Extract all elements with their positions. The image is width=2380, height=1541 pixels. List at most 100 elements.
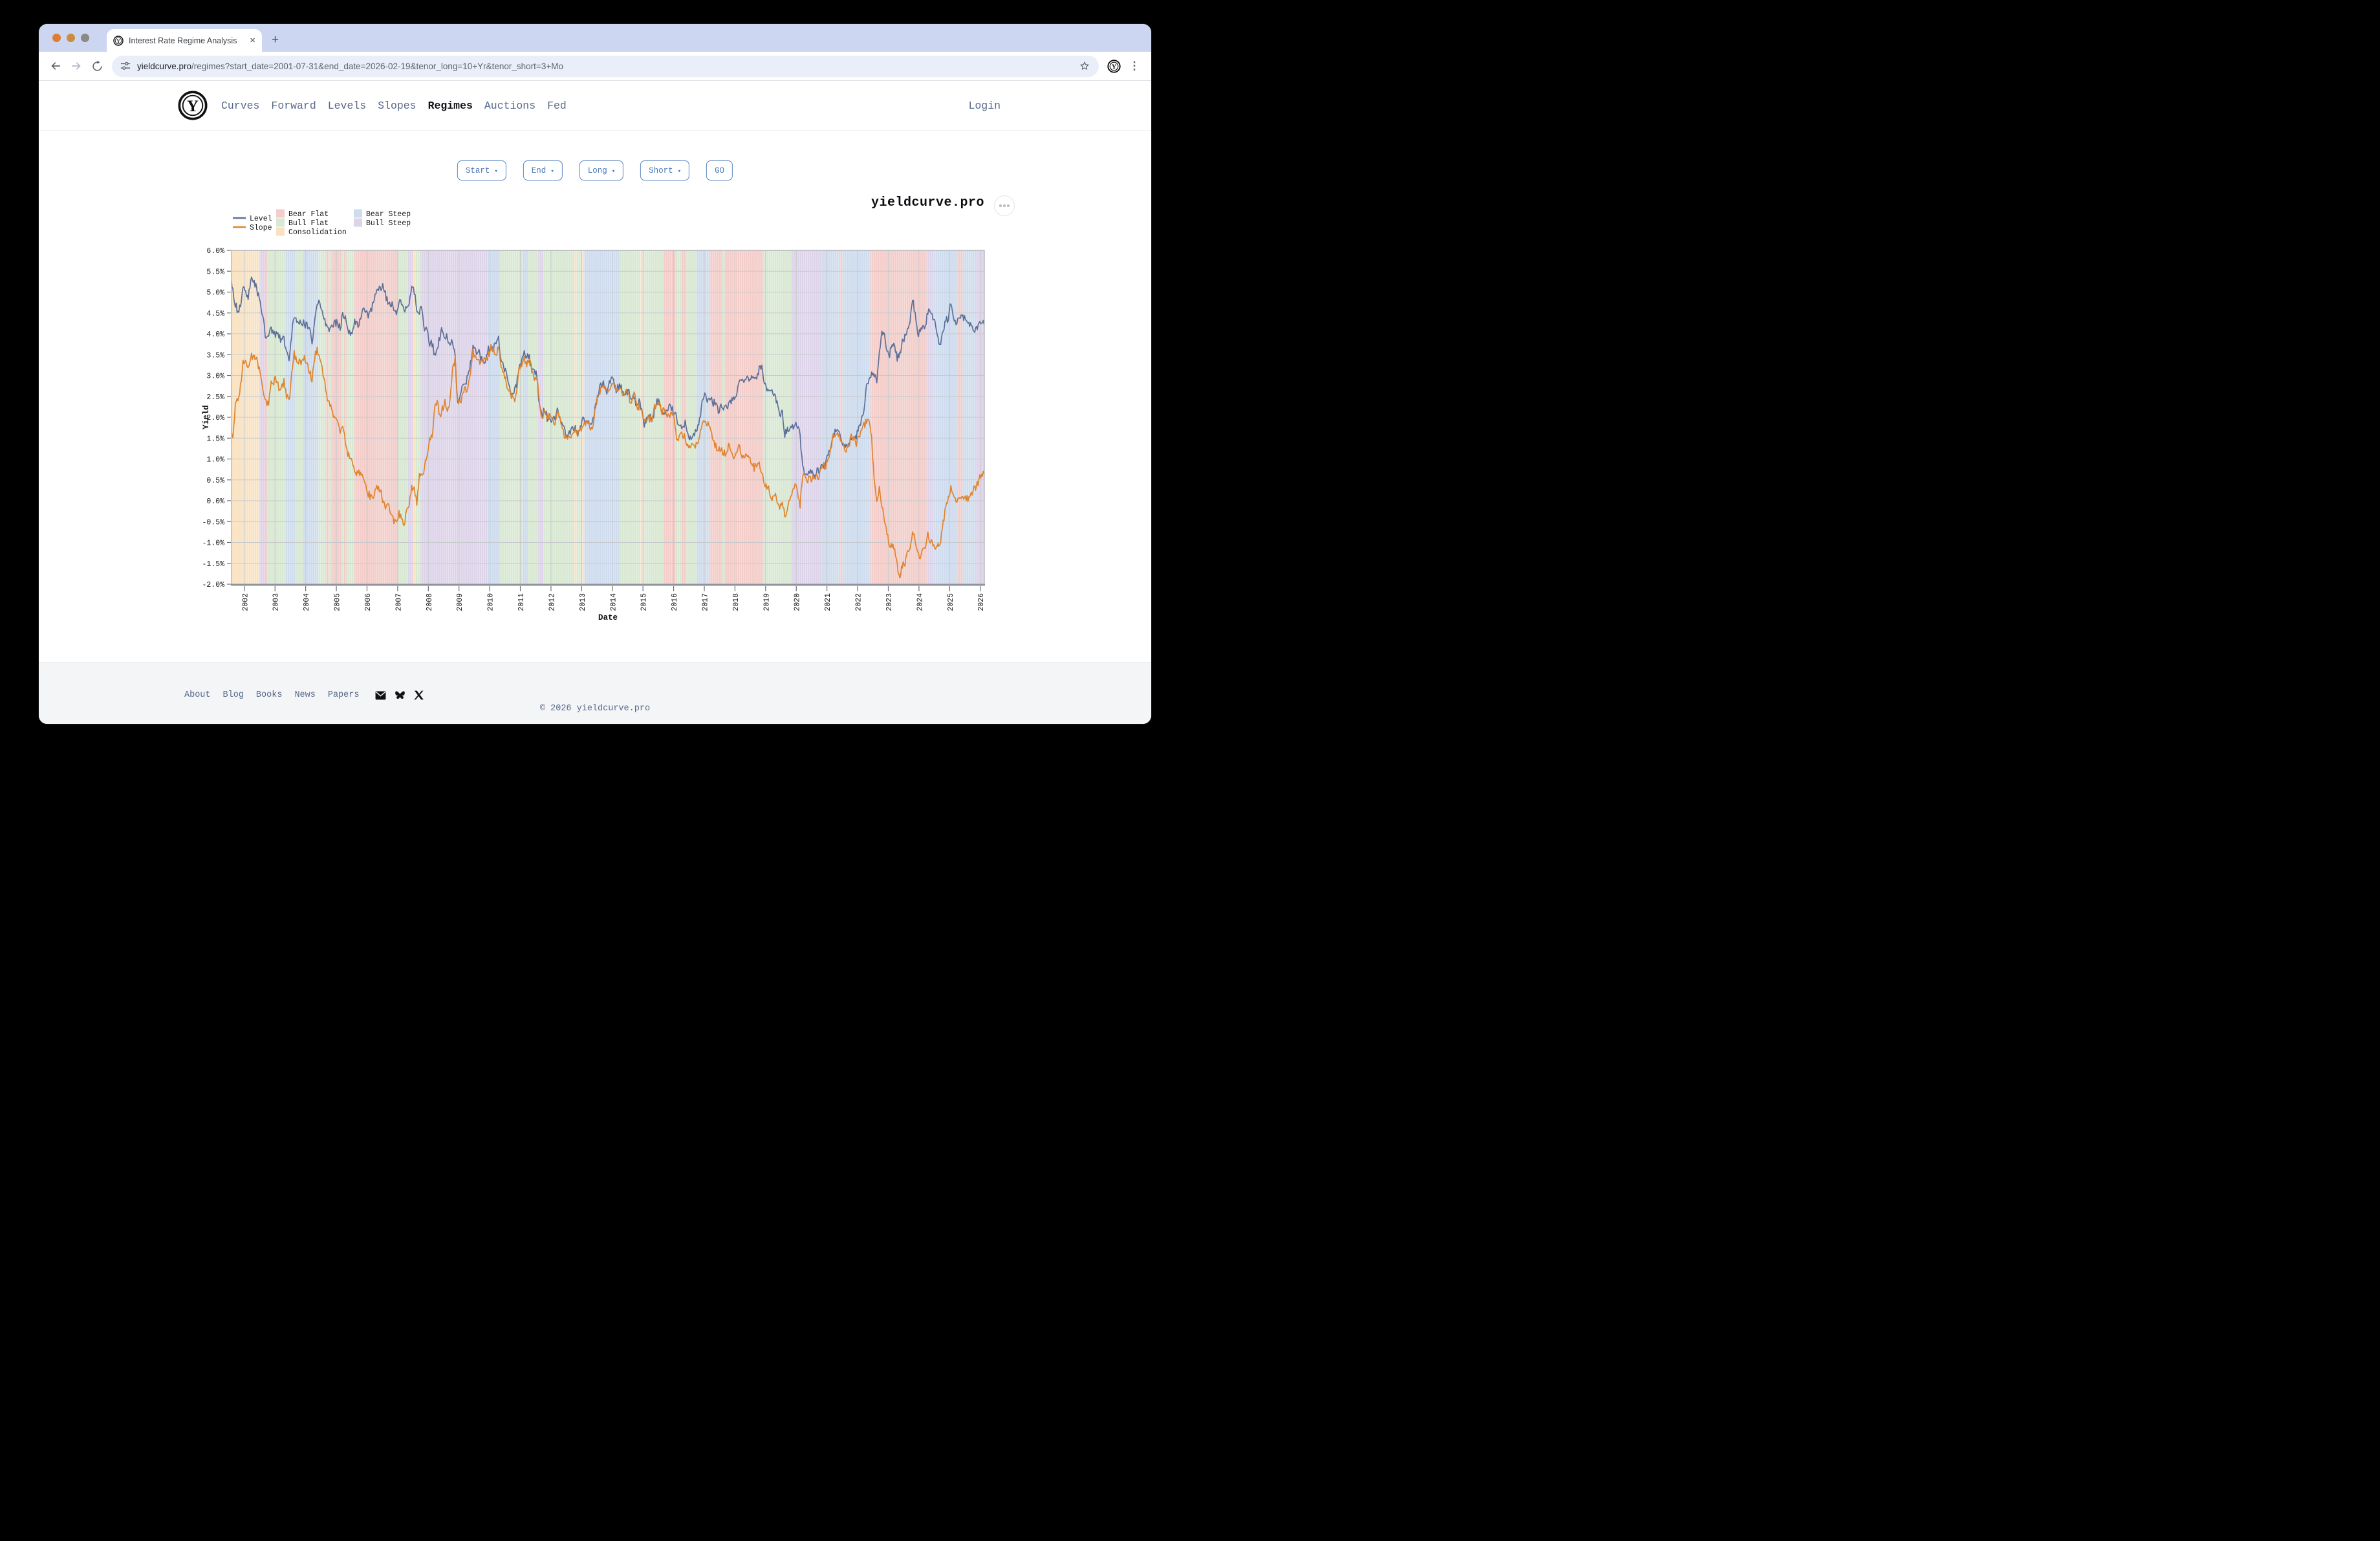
svg-text:-1.5%: -1.5%: [202, 560, 224, 569]
close-window-button[interactable]: [52, 34, 61, 42]
tenor-long-dropdown[interactable]: Long ▾: [579, 160, 624, 180]
go-button[interactable]: GO: [706, 160, 733, 180]
nav-item-forward[interactable]: Forward: [271, 99, 316, 112]
svg-text:1.5%: 1.5%: [206, 435, 224, 443]
svg-text:2009: 2009: [456, 593, 464, 611]
svg-text:0.5%: 0.5%: [206, 477, 224, 485]
footer-link-books[interactable]: Books: [255, 690, 283, 700]
favicon-y-logo-icon: Y: [113, 35, 124, 46]
tab-strip: Y Interest Rate Regime Analysis × +: [39, 24, 1151, 52]
nav-item-auctions[interactable]: Auctions: [484, 99, 536, 112]
zoom-window-button[interactable]: [81, 34, 89, 42]
ellipsis-icon: [1003, 204, 1006, 207]
svg-text:0.0%: 0.0%: [206, 497, 224, 506]
site-header: Y Curves Forward Levels Slopes Regimes A…: [39, 81, 1151, 131]
site-logo[interactable]: Y: [178, 91, 208, 120]
start-date-dropdown[interactable]: Start ▾: [457, 160, 506, 180]
svg-text:5.5%: 5.5%: [206, 268, 224, 276]
url-text[interactable]: yieldcurve.pro/regimes?start_date=2001-0…: [137, 61, 1072, 71]
svg-text:2023: 2023: [885, 593, 894, 611]
nav-item-fed[interactable]: Fed: [547, 99, 567, 112]
url-bar[interactable]: yieldcurve.pro/regimes?start_date=2001-0…: [112, 55, 1099, 77]
nav-item-slopes[interactable]: Slopes: [378, 99, 416, 112]
browser-tab[interactable]: Y Interest Rate Regime Analysis ×: [107, 29, 262, 52]
reload-icon: [92, 60, 102, 71]
url-domain: yieldcurve.pro: [137, 61, 192, 71]
svg-text:-1.0%: -1.0%: [202, 540, 224, 548]
chevron-down-icon: ▾: [677, 168, 682, 175]
site-settings-tune-icon[interactable]: [120, 61, 131, 71]
ellipsis-icon: [999, 204, 1002, 207]
svg-text:2020: 2020: [794, 593, 802, 611]
reload-button[interactable]: [87, 56, 107, 76]
back-button[interactable]: [45, 56, 66, 76]
svg-text:2012: 2012: [548, 593, 556, 611]
svg-text:2013: 2013: [579, 593, 587, 611]
svg-text:1.0%: 1.0%: [206, 456, 224, 464]
svg-text:2022: 2022: [855, 593, 863, 611]
site-footer: About Blog Books News Papers © 2026 yiel…: [39, 662, 1151, 724]
axis-labels: 6.0% 5.5% 5.0% 4.5% 4.0% 3.5% 3.0% 2.5% 2.0% 1.5%…: [202, 247, 986, 622]
forward-arrow-icon: [72, 62, 81, 70]
svg-text:3.0%: 3.0%: [206, 373, 224, 381]
svg-text:Bear Flat: Bear Flat: [288, 210, 329, 219]
nav-item-regimes[interactable]: Regimes: [427, 99, 473, 112]
svg-text:2006: 2006: [364, 593, 373, 611]
browser-menu-kebab-icon[interactable]: ⋮: [1129, 60, 1140, 72]
svg-text:2014: 2014: [609, 593, 618, 611]
svg-text:Bull Flat: Bull Flat: [288, 219, 329, 228]
forward-button[interactable]: [66, 56, 87, 76]
svg-text:Slope: Slope: [250, 224, 272, 232]
end-date-dropdown[interactable]: End ▾: [523, 160, 563, 180]
social-icons: [375, 690, 424, 700]
svg-text:5.0%: 5.0%: [206, 289, 224, 298]
svg-text:Y: Y: [1111, 63, 1116, 71]
svg-text:2010: 2010: [487, 593, 495, 611]
email-icon[interactable]: [375, 690, 386, 700]
back-arrow-icon: [51, 62, 60, 70]
minimize-window-button[interactable]: [67, 34, 75, 42]
bookmark-star-icon[interactable]: [1079, 60, 1090, 72]
chevron-down-icon: ▾: [611, 168, 616, 175]
new-tab-button[interactable]: +: [272, 33, 279, 47]
chevron-down-icon: ▾: [550, 168, 554, 175]
svg-text:2005: 2005: [334, 593, 342, 611]
svg-text:-2.0%: -2.0%: [202, 581, 224, 589]
footer-link-blog[interactable]: Blog: [222, 690, 244, 700]
window-controls: [52, 34, 89, 42]
x-icon[interactable]: [414, 690, 424, 700]
svg-text:2015: 2015: [640, 593, 649, 611]
svg-text:2002: 2002: [241, 593, 250, 611]
svg-text:2021: 2021: [824, 593, 832, 611]
login-link[interactable]: Login: [968, 99, 1001, 112]
svg-text:3.5%: 3.5%: [206, 351, 224, 360]
footer-links: About Blog Books News Papers: [184, 690, 424, 700]
plot-spines: [231, 250, 985, 586]
svg-text:2024: 2024: [916, 593, 924, 611]
nav-item-levels[interactable]: Levels: [327, 99, 367, 112]
bluesky-icon[interactable]: [395, 690, 406, 700]
svg-text:2025: 2025: [947, 593, 955, 611]
svg-text:2.0%: 2.0%: [206, 414, 224, 422]
svg-text:2004: 2004: [303, 593, 311, 611]
svg-text:2016: 2016: [671, 593, 679, 611]
svg-text:Bear Steep: Bear Steep: [366, 210, 411, 219]
svg-text:Bull Steep: Bull Steep: [366, 219, 411, 228]
filter-bar: Start ▾ End ▾ Long ▾ Short ▾ GO: [457, 160, 733, 180]
svg-text:2.5%: 2.5%: [206, 393, 224, 402]
svg-text:2019: 2019: [763, 593, 771, 611]
chart-watermark-title: yieldcurve.pro: [871, 195, 984, 210]
footer-link-papers[interactable]: Papers: [327, 690, 360, 700]
svg-text:2007: 2007: [395, 593, 403, 611]
tab-close-icon[interactable]: ×: [250, 35, 255, 46]
footer-link-news[interactable]: News: [294, 690, 316, 700]
url-path: /regimes?start_date=2001-07-31&end_date=…: [191, 61, 563, 71]
svg-text:2026: 2026: [977, 593, 986, 611]
tenor-short-dropdown[interactable]: Short ▾: [640, 160, 690, 180]
chart-options-button[interactable]: [994, 195, 1015, 216]
extension-y-logo-icon[interactable]: Y: [1103, 56, 1124, 76]
svg-text:Consolidation: Consolidation: [288, 228, 347, 237]
nav-item-curves[interactable]: Curves: [221, 99, 260, 112]
footer-link-about[interactable]: About: [184, 690, 211, 700]
